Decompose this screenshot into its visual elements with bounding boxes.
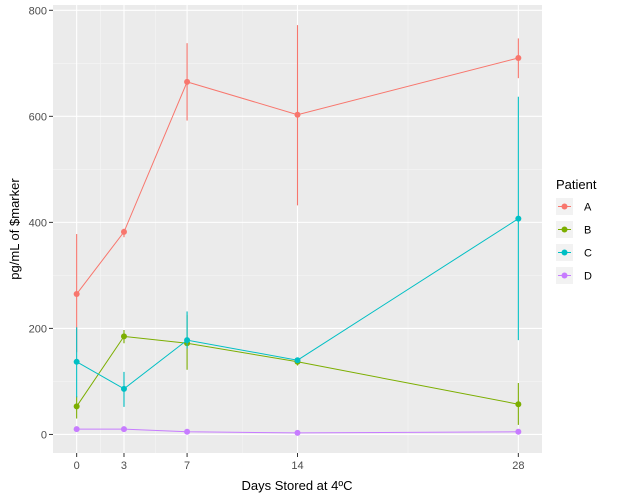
legend-key-a: A	[556, 198, 592, 215]
series-a-point	[184, 78, 191, 85]
y-tick-label: 600	[29, 111, 47, 123]
series-c	[73, 96, 522, 407]
series-layer	[73, 25, 522, 436]
series-c-point	[515, 215, 522, 222]
legend-key-c-label: C	[584, 248, 592, 260]
series-d-point	[294, 429, 301, 436]
series-d	[73, 426, 522, 436]
legend-key-b: B	[556, 221, 591, 238]
series-b-point	[120, 333, 127, 340]
series-a-point	[73, 290, 80, 297]
legend-title: Patient	[556, 177, 597, 192]
x-tick-label: 28	[512, 460, 524, 472]
y-tick-label: 400	[29, 217, 47, 229]
legend-key-c-point	[561, 249, 568, 256]
legend-key-a-label: A	[584, 202, 592, 214]
series-c-point	[73, 358, 80, 365]
y-axis: 0 200 400 600 800	[29, 5, 53, 441]
series-d-point	[120, 426, 127, 433]
series-d-point	[184, 428, 191, 435]
series-c-point	[120, 385, 127, 392]
x-axis-title: Days Stored at 4ºC	[242, 478, 353, 493]
x-tick-label: 14	[291, 460, 303, 472]
series-b-point	[73, 403, 80, 410]
series-a-point	[120, 228, 127, 235]
series-a	[73, 25, 522, 353]
series-a-point	[294, 111, 301, 118]
legend-key-d-point	[561, 272, 568, 279]
series-d-point	[73, 426, 80, 433]
x-tick-label: 3	[121, 460, 127, 472]
legend-key-a-point	[561, 203, 568, 210]
series-a-point	[515, 55, 522, 62]
series-d-point	[515, 428, 522, 435]
legend-key-d-label: D	[584, 271, 592, 283]
x-tick-label: 0	[74, 460, 80, 472]
x-tick-label: 7	[184, 460, 190, 472]
series-c-point	[184, 337, 191, 344]
legend-key-c: C	[556, 244, 592, 261]
series-b-point	[515, 401, 522, 408]
legend-key-d: D	[556, 267, 592, 284]
x-axis: 0 3 7 14 28	[74, 453, 524, 472]
y-tick-label: 200	[29, 323, 47, 335]
legend-key-b-point	[561, 226, 568, 233]
y-axis-title: pg/mL of $marker	[7, 178, 22, 280]
series-c-point	[294, 357, 301, 364]
legend-key-b-label: B	[584, 225, 591, 237]
y-tick-label: 0	[41, 429, 47, 441]
y-tick-label: 800	[29, 5, 47, 17]
